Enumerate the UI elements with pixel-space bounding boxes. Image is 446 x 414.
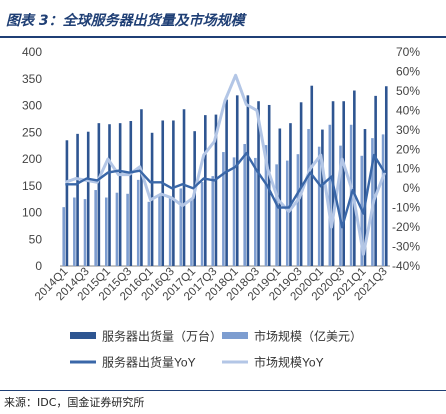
left-axis-tick-label: 0 [35,259,42,273]
market-size-bar [211,176,215,266]
right-axis-tick-label: 40% [396,103,420,117]
shipment-bar [65,140,69,266]
legend-shipment-bar-swatch [70,332,96,339]
left-axis-tick-label: 100 [22,206,42,220]
legend-group: 服务器出货量（万台） 市场规模（亿美元） 服务器出货量YoY 市场规模YoY [70,329,362,370]
market-size-bar [328,124,332,266]
chart-canvas: 0 50 100 150 200 250 300 350 400 -40% -30% -20% -10%… [22,45,421,370]
market-size-bar [62,207,66,266]
figure-header: 图表 3：全球服务器出货量及市场规模 [0,8,446,38]
shipment-bar [384,86,388,266]
right-axis-tick-label: 10% [396,162,420,176]
right-axis-tick-label: 20% [396,142,420,156]
right-axis-tick-label: -30% [392,240,420,254]
legend-market-bar-label: 市场规模（亿美元） [254,329,362,344]
shipment-bar [246,95,250,267]
shipment-bar [172,120,175,266]
shipment-bar [129,121,133,266]
left-axis-tick-label: 50 [29,232,43,246]
market-size-bar [200,182,204,266]
market-size-bar [232,157,236,266]
bars-group [62,85,388,267]
shipment-bar [108,124,111,266]
right-axis-tick-label: -20% [392,220,420,234]
shipment-bar [342,101,345,266]
right-axis-tick-label: -10% [392,201,420,215]
market-size-bar [275,164,278,266]
left-axis-tick-label: 200 [22,152,42,166]
shipment-bar [267,104,271,266]
shipment-bar [353,90,356,266]
shipment-bar [193,131,196,266]
title-divider [0,36,446,38]
right-axis-tick-label: -40% [392,259,420,273]
market-size-bar [285,160,289,266]
right-axis-tick-label: 70% [396,45,420,59]
market-size-yoy-line [64,73,387,256]
market-size-bar [254,157,257,266]
market-size-bar [381,134,385,266]
shipment-bar [289,123,292,266]
market-size-bar [296,154,300,266]
legend-shipment-yoy-label: 服务器出货量YoY [102,355,196,370]
market-size-bar [243,144,246,266]
shipment-bar [204,115,207,266]
market-size-bar [105,197,108,266]
market-size-bar [317,146,321,266]
shipment-bar [278,128,282,266]
source-divider [0,390,446,391]
shipment-bar [182,109,186,267]
right-axis-tick-label: 60% [396,64,420,78]
legend-shipment-bar-label: 服务器出货量（万台） [102,329,222,344]
legend-market-yoy-label: 市场规模YoY [254,355,324,370]
market-size-bar [307,129,310,266]
market-size-bar [339,145,342,266]
shipment-bar [86,131,90,266]
left-axis-tick-label: 150 [22,179,42,193]
market-size-bar [222,152,225,266]
shipment-bar [118,123,122,266]
figure-title: 图表 3：全球服务器出货量及市场规模 [6,13,245,29]
left-axis-tick-label: 350 [22,72,42,86]
shipment-yoy-line [65,151,386,229]
left-axis-tick-label: 250 [22,125,42,139]
market-size-bar [83,199,87,266]
market-size-bar [147,201,151,266]
shipment-bar [374,95,377,267]
shipment-bar [321,129,324,266]
lines-group [64,73,387,256]
left-axis-tick-label: 400 [22,45,42,59]
market-size-bar [264,145,268,266]
market-size-bar [190,198,193,266]
market-size-bar [158,194,161,266]
shipment-bar [299,102,303,266]
market-size-bar [115,192,119,266]
market-size-bar [179,188,183,266]
shipment-bar [363,129,367,266]
legend-market-bar-swatch [222,332,248,339]
market-size-bar [73,197,76,266]
source-note: 来源：IDC，国金证券研究所 [4,396,145,409]
market-size-bar [136,179,140,266]
shipment-bar [76,133,79,266]
right-axis-tick-label: 0% [403,181,421,195]
shipment-bar [140,109,143,267]
shipment-bar [257,101,260,266]
left-axis-tick-label: 300 [22,99,42,113]
shipment-bar [214,114,218,266]
right-axis-tick-label: 30% [396,123,420,137]
market-size-bar [94,190,97,266]
right-axis-tick-label: 50% [396,84,420,98]
shipment-bar [225,99,228,267]
shipment-bar [97,123,101,266]
market-size-bar [126,193,129,266]
shipment-bar [235,95,239,267]
market-size-bar [168,196,172,266]
